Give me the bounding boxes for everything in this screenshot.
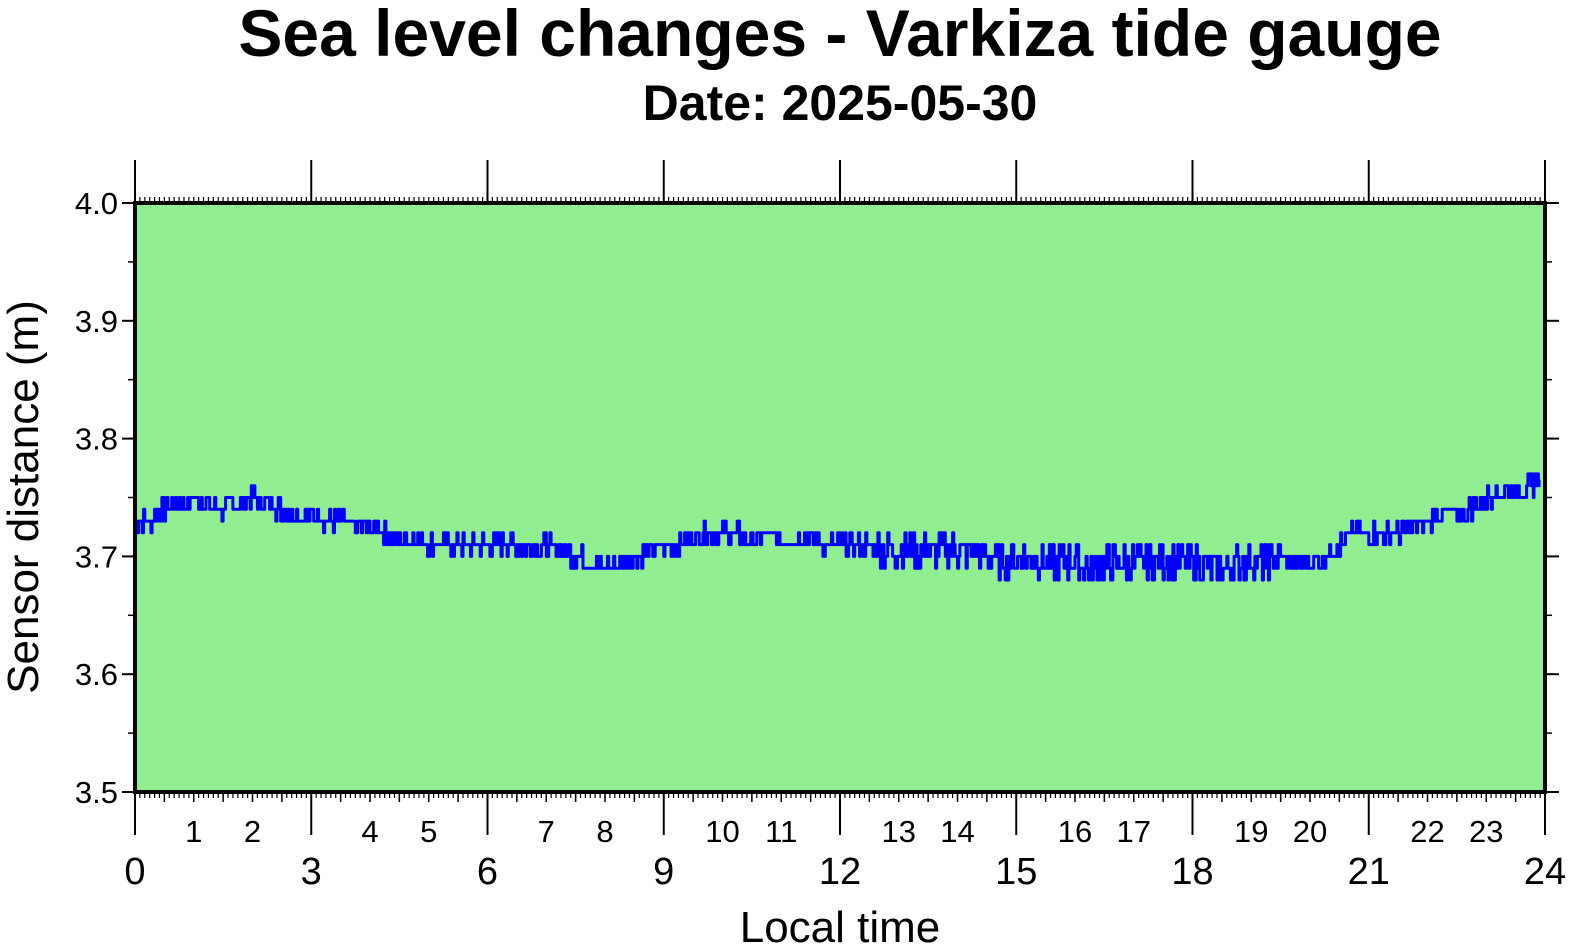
x-major-tick-label: 6 xyxy=(477,851,498,893)
y-axis-label: Sensor distance (m) xyxy=(0,300,48,694)
x-minor-tick-label: 8 xyxy=(596,814,613,849)
x-major-tick-label: 9 xyxy=(653,851,674,893)
y-tick-label: 3.7 xyxy=(75,539,118,574)
x-major-tick-label: 18 xyxy=(1171,851,1213,893)
x-minor-tick-label: 23 xyxy=(1469,814,1503,849)
chart-subtitle: Date: 2025-05-30 xyxy=(643,75,1038,131)
x-minor-tick-label: 4 xyxy=(361,814,378,849)
sea-level-series-line xyxy=(134,472,1541,582)
x-minor-tick-label: 20 xyxy=(1293,814,1327,849)
chart-title: Sea level changes - Varkiza tide gauge xyxy=(238,0,1441,70)
x-minor-tick-label: 1 xyxy=(185,814,202,849)
x-major-tick-label: 21 xyxy=(1348,851,1390,893)
y-tick-label: 3.8 xyxy=(75,422,118,457)
x-minor-tick-label: 17 xyxy=(1117,814,1151,849)
x-minor-tick-label: 22 xyxy=(1410,814,1444,849)
y-tick-label: 4.0 xyxy=(75,186,118,221)
x-minor-tick-label: 11 xyxy=(765,814,797,849)
x-minor-tick-label: 13 xyxy=(882,814,916,849)
x-major-tick-label: 15 xyxy=(995,851,1037,893)
plot-frame xyxy=(133,201,1547,794)
y-tick-label: 3.9 xyxy=(75,304,118,339)
x-minor-tick-label: 2 xyxy=(244,814,261,849)
x-major-tick-label: 0 xyxy=(124,851,145,893)
x-minor-tick-label: 19 xyxy=(1234,814,1268,849)
x-major-tick-label: 3 xyxy=(301,851,322,893)
tick-labels: 0 3 6 9 12 15 18 21 241 2 4 5 7 8 10 11 13 14 16 17 19 20 22 23… xyxy=(75,186,1566,893)
x-minor-tick-label: 5 xyxy=(420,814,437,849)
x-minor-tick-label: 14 xyxy=(940,814,974,849)
x-axis-label: Local time xyxy=(740,903,941,950)
y-tick-label: 3.5 xyxy=(75,775,118,810)
x-minor-tick-label: 16 xyxy=(1058,814,1092,849)
x-minor-tick-label: 10 xyxy=(705,814,739,849)
x-major-tick-label: 12 xyxy=(819,851,861,893)
plot-background xyxy=(135,203,1545,792)
x-major-tick-label: 24 xyxy=(1524,851,1566,893)
y-tick-label: 3.6 xyxy=(75,657,118,692)
x-minor-tick-label: 7 xyxy=(538,814,555,849)
